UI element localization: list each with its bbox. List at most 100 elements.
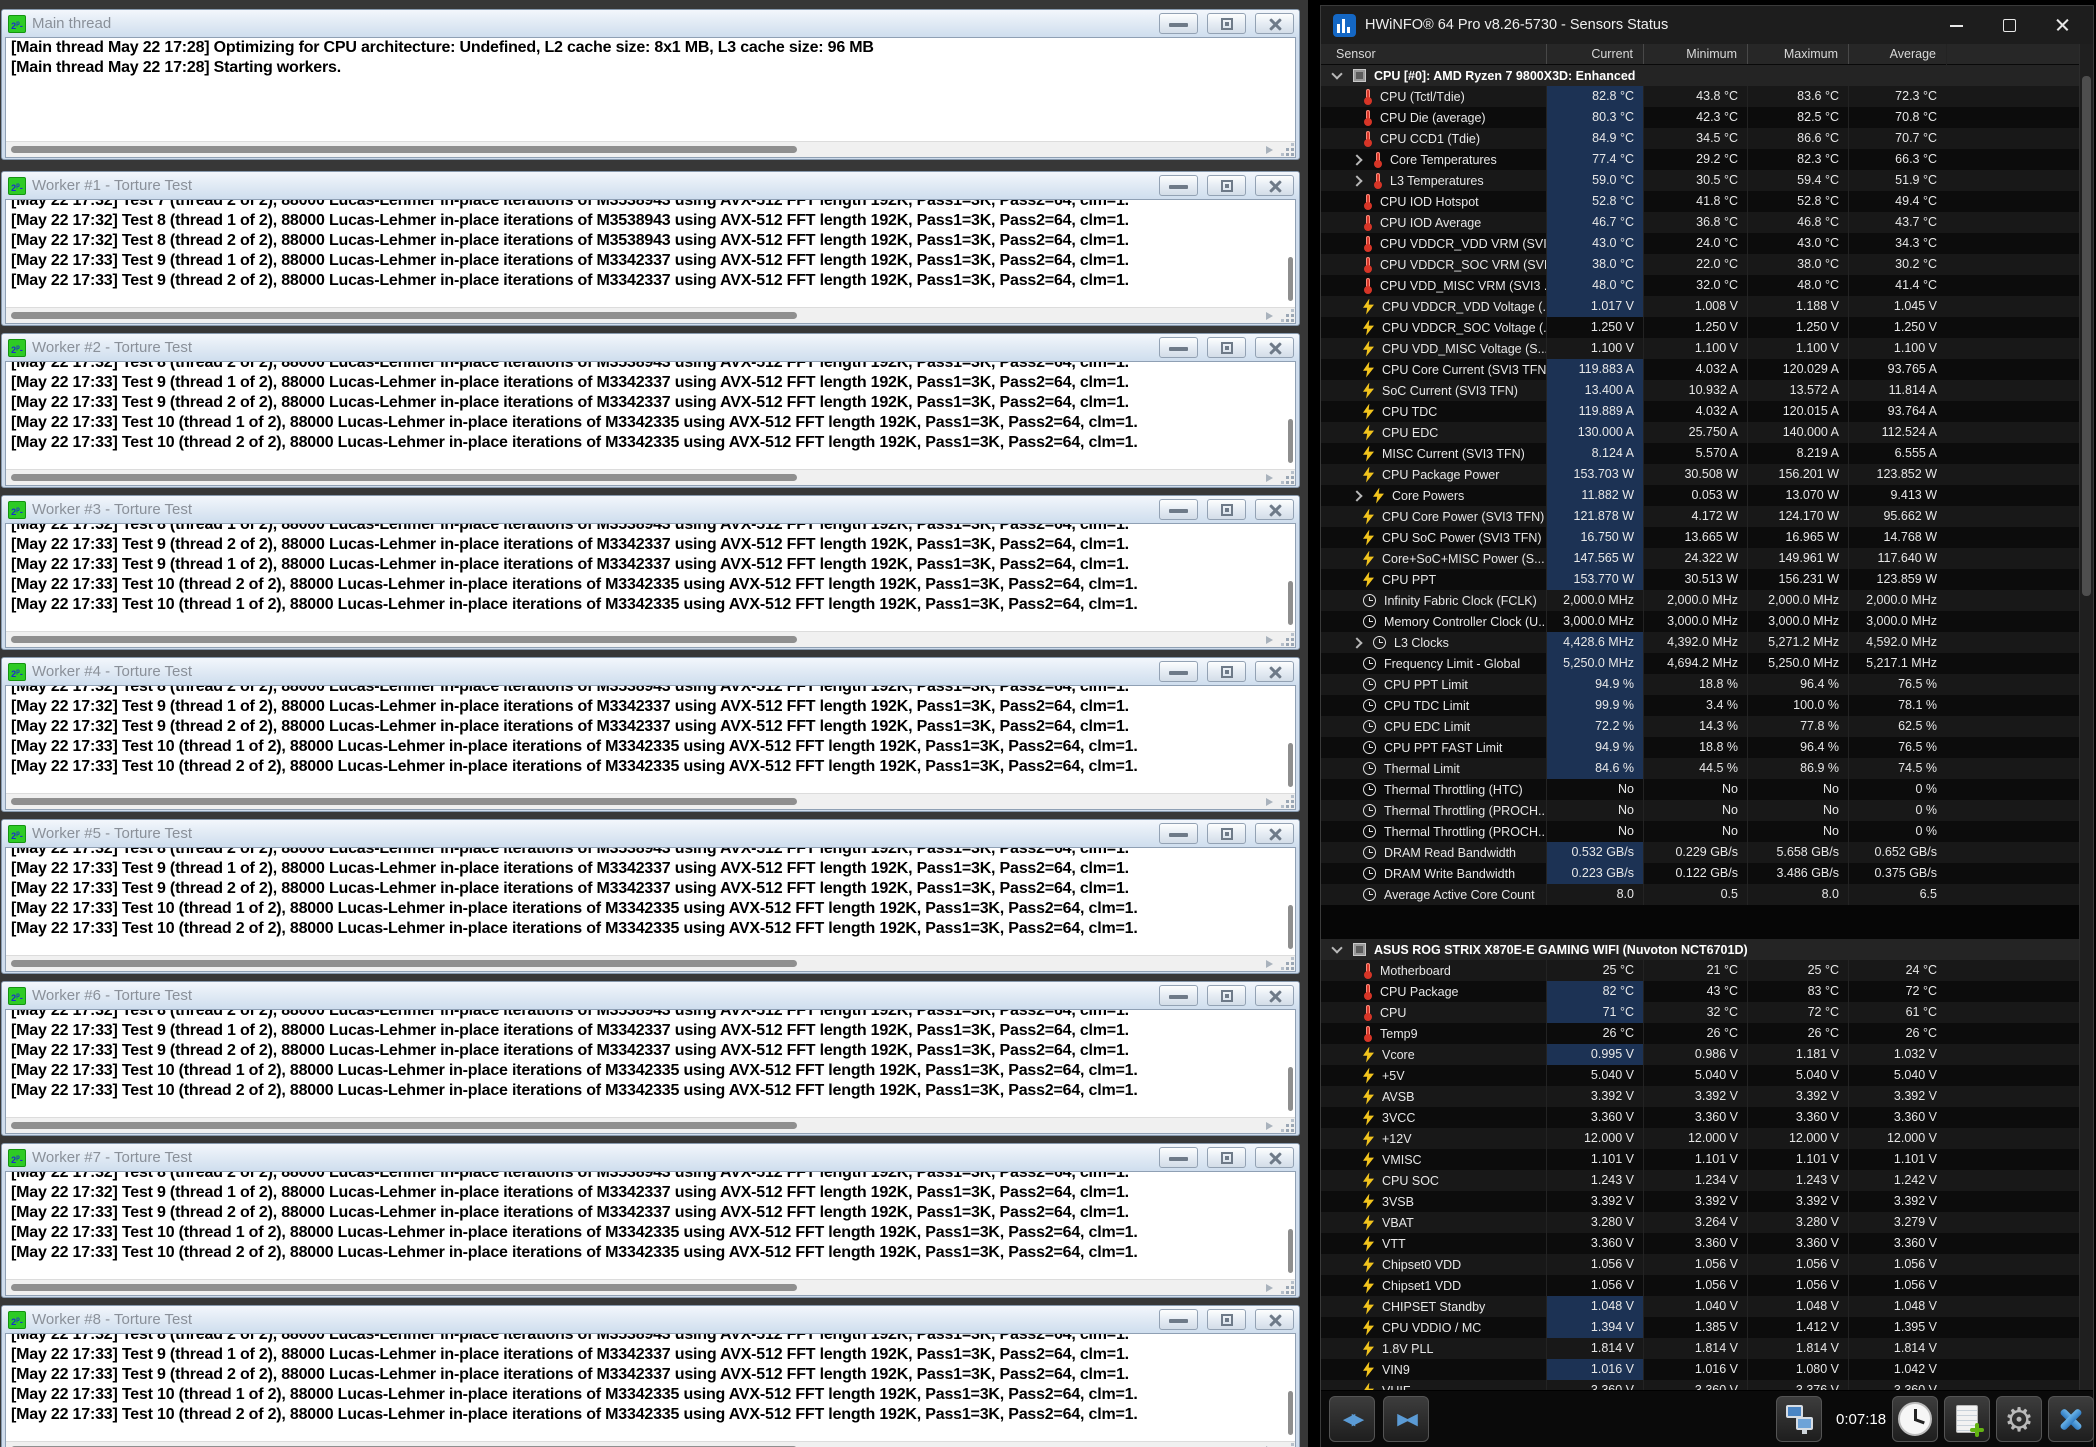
close-button[interactable] [1255,985,1294,1006]
sensor-row[interactable]: Thermal Throttling (PROCH... No No No 0 % [1321,800,2081,821]
resize-grip[interactable] [1291,1129,1294,1132]
scroll-right-arrow-icon[interactable] [1266,474,1273,482]
scroll-right-arrow-icon[interactable] [1266,1284,1273,1292]
close-button[interactable] [1255,1147,1294,1168]
sensor-row[interactable]: CPU VDDCR_SOC VRM (SVI... 38.0 °C 22.0 °C 3… [1321,254,2081,275]
minimize-button[interactable] [1159,985,1198,1006]
minimize-button[interactable] [1159,13,1198,34]
close-button[interactable] [1255,337,1294,358]
vertical-scrollbar[interactable] [1288,256,1293,301]
sensor-row[interactable]: CPU IOD Hotspot 52.8 °C 41.8 °C 52.8 °C 49.4… [1321,191,2081,212]
window-titlebar[interactable]: 2p-1 Worker #3 - Torture Test [2,496,1299,533]
sensor-row[interactable]: Temp9 26 °C 26 °C 26 °C 26 °C [1321,1023,2081,1044]
sensor-row[interactable]: 3VCC 3.360 V 3.360 V 3.360 V 3.360 V [1321,1107,2081,1128]
window-titlebar[interactable]: 2p-1 Worker #4 - Torture Test [2,658,1299,695]
horizontal-scrollbar[interactable] [6,469,1295,485]
horizontal-scrollbar[interactable] [6,1279,1295,1295]
chevron-down-icon[interactable] [1331,941,1343,954]
sensor-row[interactable]: CPU VDD_MISC Voltage (S... 1.100 V 1.100 V… [1321,338,2081,359]
sensor-row[interactable]: Frequency Limit - Global 5,250.0 MHz 4,694… [1321,653,2081,674]
sensor-row[interactable]: Vcore 0.995 V 0.986 V 1.181 V 1.032 V [1321,1044,2081,1065]
sensor-row[interactable]: VTT 3.360 V 3.360 V 3.360 V 3.360 V [1321,1233,2081,1254]
chevron-right-icon[interactable] [1351,153,1363,166]
maximize-button[interactable] [1207,337,1246,358]
scroll-right-arrow-icon[interactable] [1266,636,1273,644]
window-titlebar[interactable]: 2p-1 Worker #2 - Torture Test [2,334,1299,371]
sensor-row[interactable]: 1.8V PLL 1.814 V 1.814 V 1.814 V 1.814 V [1321,1338,2081,1359]
sensor-row[interactable]: CPU Die (average) 80.3 °C 42.3 °C 82.5 °C 70… [1321,107,2081,128]
sensor-row[interactable]: Infinity Fabric Clock (FCLK) 2,000.0 MHz 2… [1321,590,2081,611]
minimize-button[interactable] [1159,175,1198,196]
maximize-button[interactable] [1207,661,1246,682]
minimize-button[interactable] [1159,823,1198,844]
column-header-maximum[interactable]: Maximum [1747,44,1848,64]
sensor-row[interactable]: CPU PPT FAST Limit 94.9 % 18.8 % 96.4 % 76.5… [1321,737,2081,758]
vertical-scrollbar[interactable] [1288,580,1293,625]
hwinfo-titlebar[interactable]: HWiNFO® 64 Pro v8.26-5730 - Sensors Stat… [1321,6,2093,44]
chevron-right-icon[interactable] [1351,489,1363,502]
sensor-row[interactable]: CHIPSET Standby 1.048 V 1.040 V 1.048 V 1.04… [1321,1296,2081,1317]
sensor-row[interactable]: 3VSB 3.392 V 3.392 V 3.392 V 3.392 V [1321,1191,2081,1212]
resize-grip[interactable] [1291,805,1294,808]
close-button[interactable] [1255,661,1294,682]
sensor-row[interactable]: CPU VDDIO / MC 1.394 V 1.385 V 1.412 V 1.395… [1321,1317,2081,1338]
sensor-row[interactable]: Thermal Throttling (PROCH... No No No 0 % [1321,821,2081,842]
maximize-button[interactable] [1207,823,1246,844]
scroll-right-arrow-icon[interactable] [1266,960,1273,968]
maximize-button[interactable] [1988,10,2032,40]
sensor-row[interactable]: Thermal Throttling (HTC) No No No 0 % [1321,779,2081,800]
horizontal-scrollbar[interactable] [6,141,1295,157]
close-button[interactable] [1255,1309,1294,1330]
sensor-row[interactable]: VBAT 3.280 V 3.264 V 3.280 V 3.279 V [1321,1212,2081,1233]
scroll-right-arrow-icon[interactable] [1266,312,1273,320]
sensor-row[interactable]: CPU VDD_MISC VRM (SVI3 ... 48.0 °C 32.0 °C… [1321,275,2081,296]
sensor-row[interactable]: VHIF3.360 V3.360 V3.376 V3.360 V [1321,1380,2081,1390]
minimize-button[interactable] [1159,499,1198,520]
sensor-row[interactable]: VIN9 1.016 V 1.016 V 1.080 V 1.042 V [1321,1359,2081,1380]
vertical-scrollbar[interactable] [1288,742,1293,787]
sensor-row[interactable]: DRAM Write Bandwidth 0.223 GB/s 0.122 GB/s… [1321,863,2081,884]
chevron-right-icon[interactable] [1351,174,1363,187]
minimize-button[interactable] [1935,10,1979,40]
resize-grip[interactable] [1291,1291,1294,1294]
scroll-right-arrow-icon[interactable] [1266,1122,1273,1130]
sensor-row[interactable]: Chipset1 VDD 1.056 V 1.056 V 1.056 V 1.056 V [1321,1275,2081,1296]
sensor-row[interactable]: CPU PPT Limit 94.9 % 18.8 % 96.4 % 76.5 % [1321,674,2081,695]
scroll-right-arrow-icon[interactable] [1266,146,1273,154]
resize-grip[interactable] [1291,153,1294,156]
sensor-row[interactable]: CPU SoC Power (SVI3 TFN) 16.750 W 13.665 W… [1321,527,2081,548]
horizontal-scrollbar[interactable] [6,793,1295,809]
sensor-row[interactable]: CPU Core Current (SVI3 TFN) 119.883 A 4.03… [1321,359,2081,380]
sensor-row[interactable]: CPU CCD1 (Tdie) 84.9 °C 34.5 °C 86.6 °C 70.7… [1321,128,2081,149]
sensor-row[interactable]: CPU Package Power 153.703 W 30.508 W 156.20… [1321,464,2081,485]
sensor-row[interactable]: CPU Core Power (SVI3 TFN) 121.878 W 4.172 … [1321,506,2081,527]
scrollbar-thumb[interactable] [11,636,798,643]
minimize-button[interactable] [1159,1309,1198,1330]
window-titlebar[interactable]: 2p-1 Worker #8 - Torture Test [2,1306,1299,1343]
chevron-right-icon[interactable] [1351,636,1363,649]
maximize-button[interactable] [1207,499,1246,520]
sensor-row[interactable]: Memory Controller Clock (U... 3,000.0 MHz… [1321,611,2081,632]
close-button[interactable] [1255,175,1294,196]
resize-grip[interactable] [1291,643,1294,646]
sensor-section-header[interactable]: CPU [#0]: AMD Ryzen 7 9800X3D: Enhanced [1321,65,2081,86]
window-titlebar[interactable]: 2p-1 Worker #1 - Torture Test [2,172,1299,209]
sensor-row[interactable]: CPU SOC 1.243 V 1.234 V 1.243 V 1.242 V [1321,1170,2081,1191]
sensor-section-header[interactable]: ASUS ROG STRIX X870E-E GAMING WIFI (Nuvo… [1321,939,2081,960]
close-sensors-button[interactable] [2048,1396,2095,1442]
close-button[interactable] [1255,13,1294,34]
resize-grip[interactable] [1291,967,1294,970]
sensor-row[interactable]: DRAM Read Bandwidth 0.532 GB/s 0.229 GB/s 5… [1321,842,2081,863]
sensor-row[interactable]: CPU TDC Limit 99.9 % 3.4 % 100.0 % 78.1 % [1321,695,2081,716]
scroll-right-arrow-icon[interactable] [1266,798,1273,806]
column-header-minimum[interactable]: Minimum [1643,44,1747,64]
sensor-row[interactable]: CPU Package 82 °C 43 °C 83 °C 72 °C [1321,981,2081,1002]
horizontal-scrollbar[interactable] [6,1441,1295,1447]
maximize-button[interactable] [1207,13,1246,34]
vertical-scrollbar[interactable] [1288,1066,1293,1111]
expand-columns-button[interactable]: ◀▶ [1329,1396,1375,1442]
vertical-scrollbar[interactable] [2079,44,2093,1390]
close-button[interactable] [2041,10,2085,40]
scrollbar-thumb[interactable] [11,798,798,805]
sensor-row[interactable]: CPU VDDCR_SOC Voltage (... 1.250 V 1.250 V… [1321,317,2081,338]
